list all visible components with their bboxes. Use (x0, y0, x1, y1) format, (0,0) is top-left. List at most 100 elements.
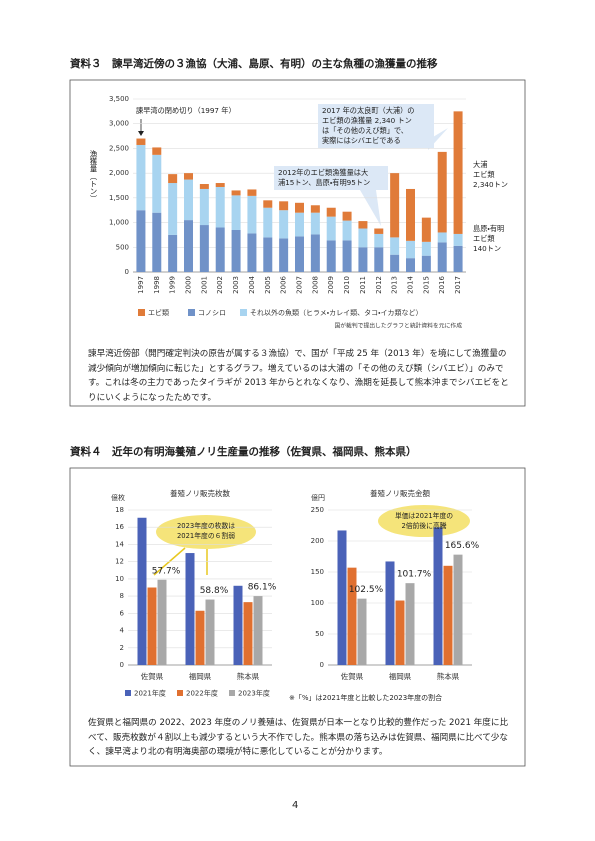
bar-segment (231, 190, 241, 196)
x-tick-label: 2005 (264, 276, 272, 294)
y-tick-label: 150 (311, 568, 324, 576)
x-tick-label: 2010 (343, 276, 351, 294)
frame (69, 79, 526, 407)
bar-segment (374, 228, 384, 234)
y-tick-label: 200 (311, 537, 324, 545)
x-tick-label: 熊本県 (237, 671, 260, 681)
bar-segment (310, 205, 320, 213)
bar (185, 553, 195, 665)
bar-segment (184, 220, 193, 272)
bar-segment (295, 236, 304, 272)
bar-segment (453, 245, 463, 272)
bar (233, 585, 243, 665)
bar (147, 587, 157, 665)
bar-segment (247, 233, 257, 272)
paragraph: 諫早湾近傍部（開門確定判決の原告が属する３漁協）で、国が「平成 25 年（201… (88, 349, 509, 403)
bar (243, 602, 253, 665)
bar-segment (390, 237, 400, 255)
y-tick-label: 0 (120, 661, 124, 669)
x-tick-label: 佐賀県 (341, 671, 364, 681)
heading: 資料３ 諫早湾近傍の３漁協（大浦、島原、有明）の主な魚種の漁獲量の推移 (70, 58, 438, 70)
bar-segment (358, 228, 368, 248)
y-tick-label: 16 (115, 523, 124, 531)
bar-segment (453, 111, 463, 234)
x-tick-label: 2007 (296, 276, 304, 294)
x-tick-label: 2011 (359, 276, 367, 294)
bar-segment (199, 188, 209, 226)
unit-label: 億枚 (111, 493, 125, 502)
bar-segment (263, 237, 273, 272)
bar-segment (168, 174, 178, 184)
y-tick-label: 4 (120, 627, 125, 635)
legend-swatch (177, 690, 183, 696)
callout-pointer (360, 190, 381, 226)
y-tick-label: 8 (120, 592, 124, 600)
legend-swatch (240, 309, 247, 316)
bar-segment (199, 184, 209, 189)
bar-segment (136, 138, 146, 145)
bar-segment (326, 207, 336, 217)
bar (395, 600, 405, 665)
bar (253, 596, 263, 665)
ratio-label: 58.8% (200, 586, 229, 596)
x-tick-label: 2006 (280, 275, 288, 293)
legend-label: 2023年度 (238, 689, 270, 698)
y-tick-label: 0 (125, 268, 129, 276)
y-tick-label: 10 (115, 575, 124, 583)
annotation: 2012年のエビ類漁獲量は大 浦15トン、島原・有明95トン (274, 166, 388, 190)
y-tick-label: 12 (115, 558, 124, 566)
bar-segment (231, 229, 241, 272)
bar-segment (295, 202, 304, 213)
ratio-label: 165.6% (445, 541, 480, 551)
callout: 単価は2021年度の 2倍前後に高騰 (394, 512, 454, 530)
bar (347, 567, 357, 665)
y-tick-label: 500 (116, 243, 129, 251)
legend-swatch (138, 309, 145, 316)
bar (157, 579, 167, 665)
ratio-label: 86.1% (248, 583, 277, 593)
y-tick-label: 1,000 (109, 219, 129, 227)
bar (405, 583, 415, 665)
bar-segment (152, 147, 162, 155)
bar-segment (358, 247, 368, 272)
bar-segment (342, 211, 352, 221)
x-tick-label: 1998 (153, 276, 161, 294)
y-tick-label: 6 (120, 609, 125, 617)
annotation: 2017 年の太良町（大浦）の エビ類の漁獲量 2,340 トン は「その他のえ… (318, 104, 434, 148)
x-tick-label: 福岡県 (189, 671, 212, 681)
y-tick-label: 2,000 (109, 169, 129, 177)
y-tick-label: 100 (311, 599, 324, 607)
y-tick-label: 3,500 (109, 95, 129, 103)
footnote: ※「%」は2021年度と比較した2023年度の割合 (289, 694, 443, 702)
x-tick-label: 2014 (407, 275, 415, 293)
bar-segment (390, 173, 400, 238)
bar (205, 599, 215, 665)
bar-segment (326, 240, 336, 272)
y-tick-label: 3,000 (109, 120, 129, 128)
bar-segment (215, 186, 225, 228)
x-tick-label: 2017 (454, 276, 462, 294)
bar-segment (136, 210, 146, 272)
bar-segment (421, 255, 431, 272)
bar-segment (247, 189, 257, 196)
ratio-label: 102.5% (349, 585, 384, 595)
y-tick-label: 50 (315, 630, 324, 638)
bar (195, 610, 205, 665)
unit-label: 億円 (311, 493, 325, 502)
bar-segment (374, 247, 384, 272)
y-tick-label: 0 (320, 661, 324, 669)
x-tick-label: 2015 (422, 276, 430, 294)
callout: 2023年度の枚数は 2021年度の６割弱 (176, 522, 236, 540)
bar-segment (168, 234, 178, 272)
paragraph: 佐賀県と福岡県の 2022、2023 年度のノリ養殖は、佐賀県が日本一となり比較… (88, 718, 509, 757)
legend-label: エビ類 (148, 308, 169, 317)
bar-segment (231, 195, 241, 230)
frame (69, 467, 526, 767)
y-tick-label: 1,500 (109, 194, 129, 202)
ratio-label: 101.7% (397, 570, 432, 580)
bar-segment (437, 242, 447, 272)
bar-segment (374, 233, 384, 248)
x-tick-label: 2008 (311, 276, 319, 294)
x-tick-label: 2016 (438, 275, 446, 293)
